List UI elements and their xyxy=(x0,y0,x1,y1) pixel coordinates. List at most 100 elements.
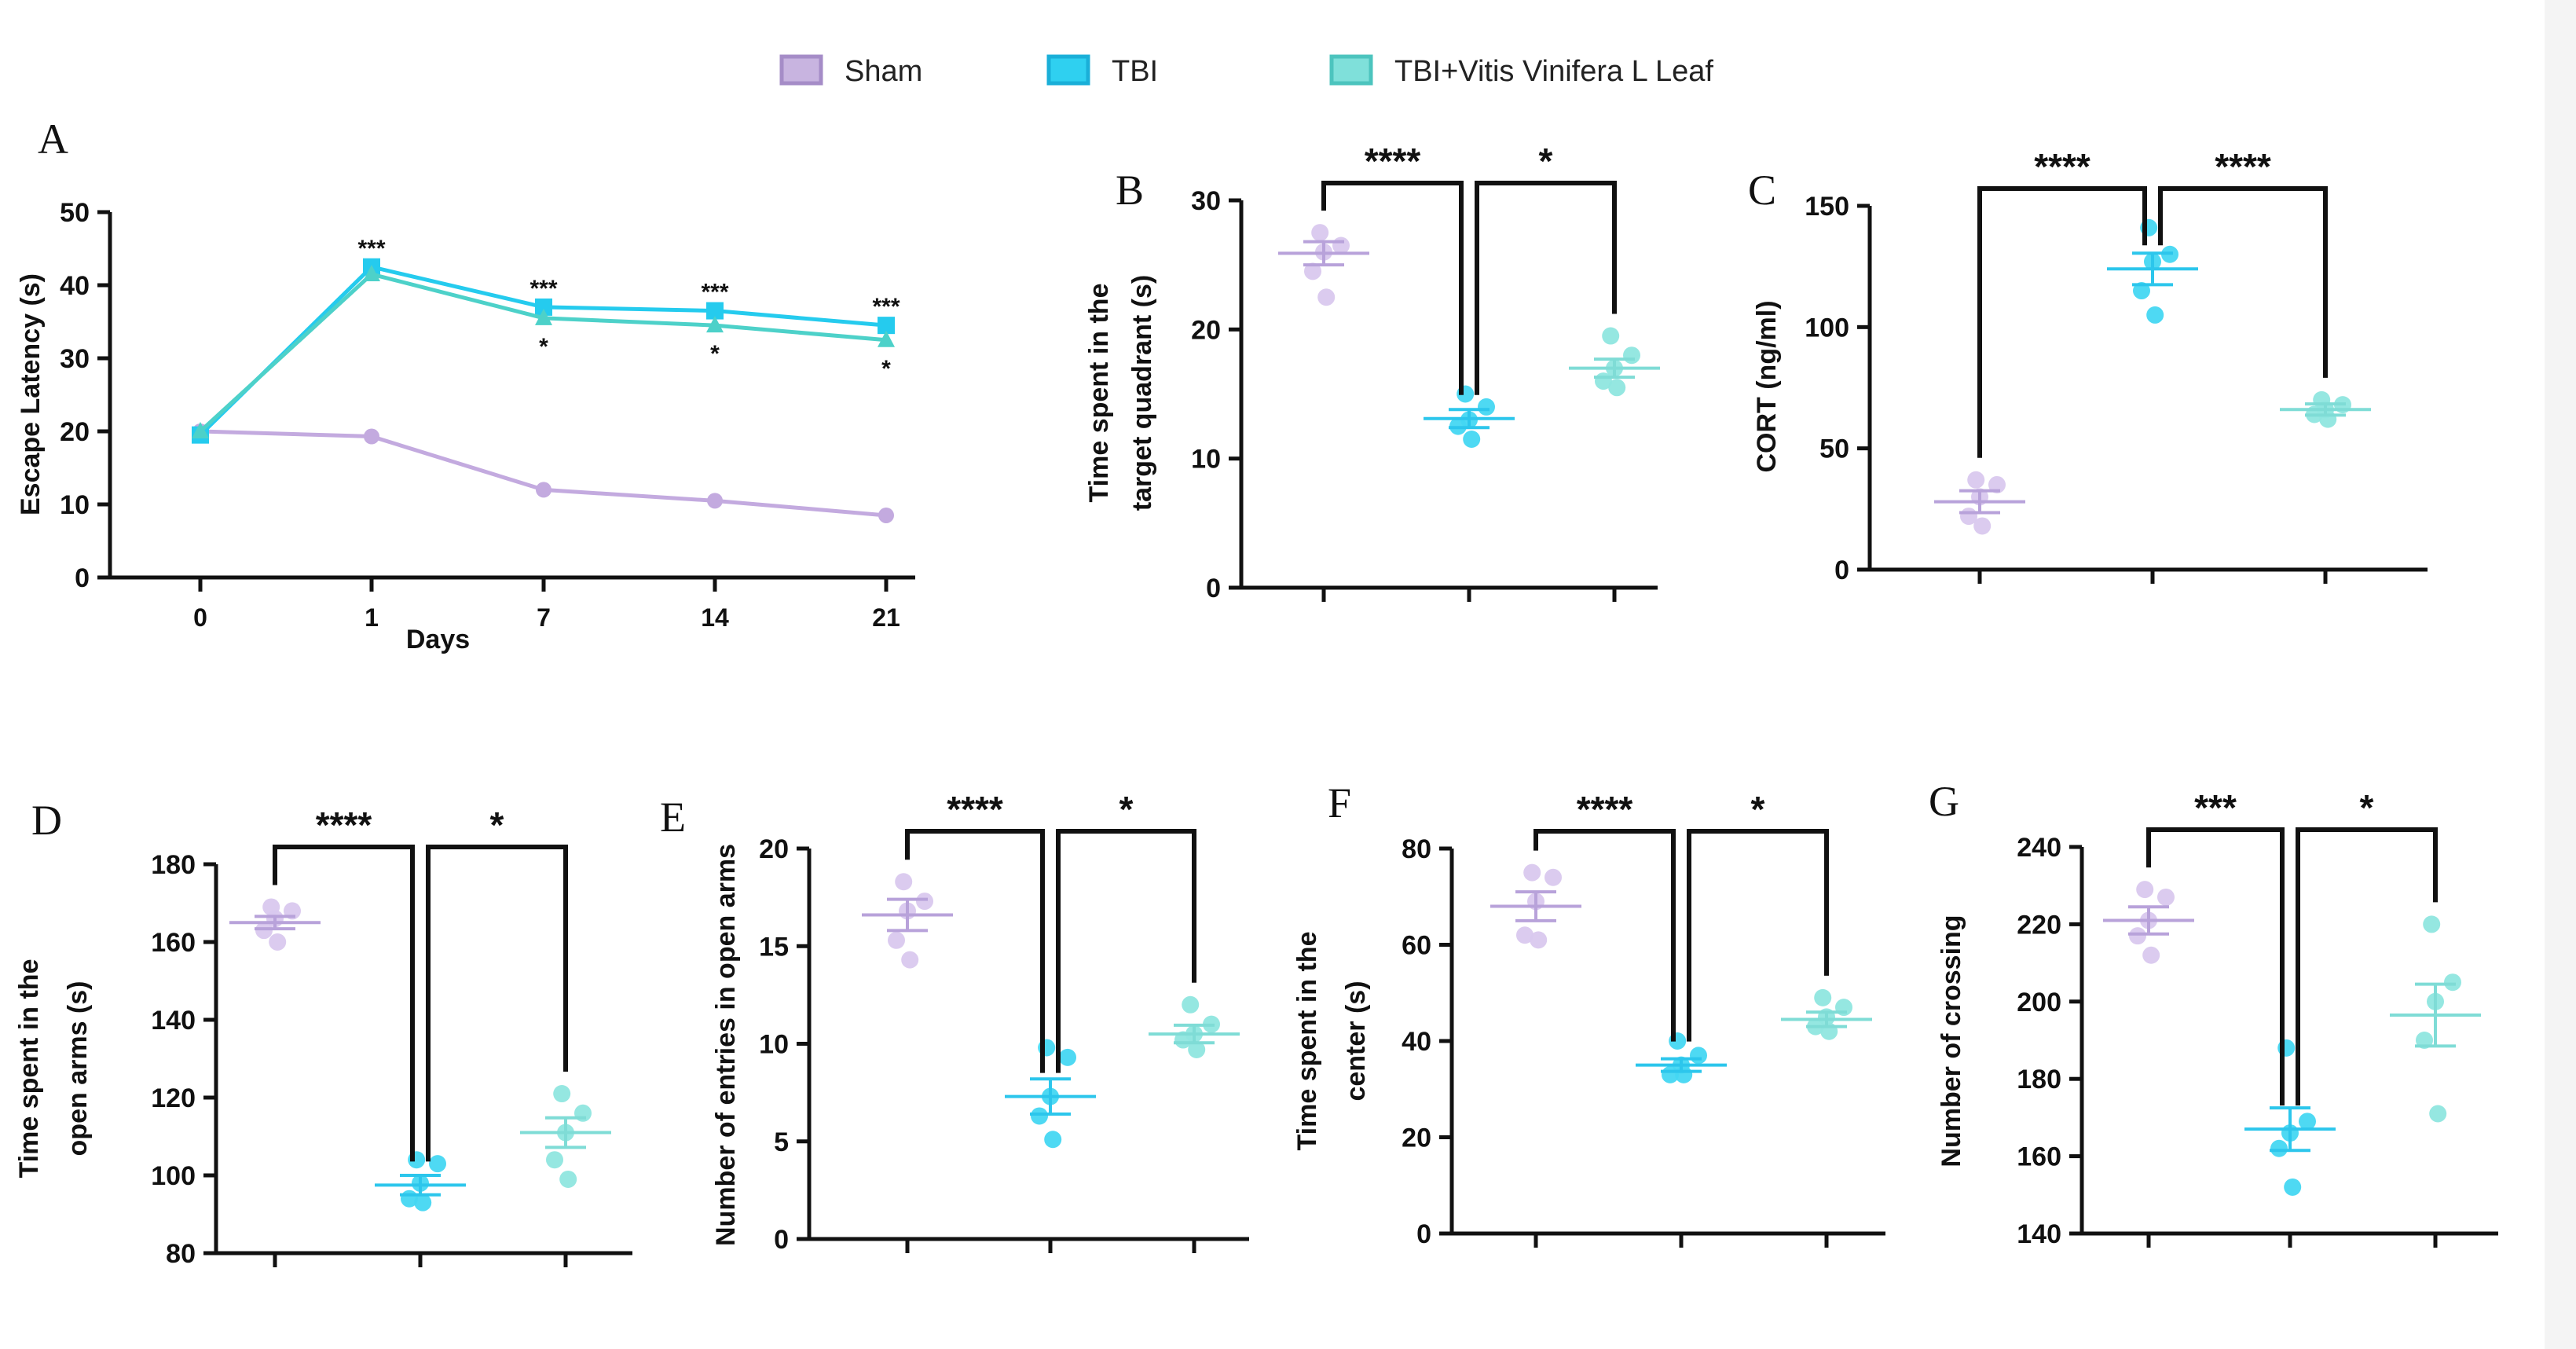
y-tick-label: 80 xyxy=(1402,834,1431,864)
x-axis-title: Days xyxy=(406,625,470,654)
y-tick-label: 10 xyxy=(60,490,90,520)
data-point xyxy=(1973,517,1992,535)
significance-label: **** xyxy=(1577,789,1633,830)
data-point xyxy=(895,873,913,891)
series-point xyxy=(878,507,894,523)
y-tick-label: 30 xyxy=(60,344,90,374)
y-tick-label: 100 xyxy=(151,1161,196,1191)
data-point xyxy=(269,933,287,951)
data-point xyxy=(1675,1065,1693,1083)
group-2 xyxy=(1569,327,1660,397)
y-axis-title: Time spent in the xyxy=(1084,284,1114,503)
y-tick-label: 20 xyxy=(1191,315,1221,345)
significance-bracket xyxy=(1056,829,1196,1073)
data-point xyxy=(559,1170,577,1188)
y-tick-label: 30 xyxy=(1191,186,1221,216)
series-point xyxy=(192,422,209,438)
data-point xyxy=(1814,988,1832,1006)
y-tick-label: 50 xyxy=(60,198,90,228)
group-1 xyxy=(2244,1039,2336,1196)
y-tick-label: 0 xyxy=(1206,574,1221,603)
data-point xyxy=(901,951,919,969)
significance-label: *** xyxy=(529,276,557,302)
data-point xyxy=(1311,224,1329,242)
data-point xyxy=(2423,915,2441,933)
significance-bracket xyxy=(905,829,1045,1073)
significance-label: **** xyxy=(2034,146,2090,187)
significance-bracket xyxy=(1321,181,1464,395)
y-tick-label: 20 xyxy=(60,417,90,447)
x-tick-label: 7 xyxy=(537,603,551,632)
y-tick-label: 20 xyxy=(1402,1124,1431,1153)
y-tick-label: 40 xyxy=(60,271,90,301)
data-point xyxy=(1623,346,1640,365)
y-tick-label: 0 xyxy=(1834,555,1849,585)
data-point xyxy=(1523,863,1541,882)
panel-letter-D: D xyxy=(31,797,62,844)
y-tick-label: 180 xyxy=(151,850,196,880)
y-axis-title: CORT (ng/ml) xyxy=(1752,300,1782,472)
significance-label: *** xyxy=(2194,787,2237,828)
series-point xyxy=(706,316,724,333)
y-tick-label: 180 xyxy=(2017,1065,2061,1094)
significance-label: **** xyxy=(947,789,1003,830)
data-point xyxy=(1031,1107,1048,1125)
data-point xyxy=(1463,431,1481,449)
x-tick-label: 21 xyxy=(872,603,900,632)
series-point xyxy=(535,308,552,325)
significance-label: * xyxy=(710,341,720,367)
significance-label: **** xyxy=(2215,146,2271,187)
group-0 xyxy=(862,873,953,969)
y-axis-title: center (s) xyxy=(1341,981,1371,1101)
significance-bracket xyxy=(1687,829,1829,1042)
panel-B: B 0 10 20 30 Time spent in the target quadrant… xyxy=(1084,141,1660,603)
data-point xyxy=(429,1155,446,1173)
panel-letter-F: F xyxy=(1328,779,1351,827)
data-point xyxy=(2319,410,2337,428)
group-2 xyxy=(1149,995,1240,1058)
y-tick-label: 220 xyxy=(2017,910,2061,940)
significance-bracket xyxy=(1534,829,1676,1042)
data-point xyxy=(1967,471,1985,489)
data-point xyxy=(2146,306,2164,324)
data-point xyxy=(1608,379,1626,397)
y-tick-label: 100 xyxy=(1805,313,1849,343)
y-tick-label: 140 xyxy=(2017,1219,2061,1249)
significance-label: * xyxy=(1751,789,1765,830)
panel-D: D 80 100 120 140 160 180 Time spent in the open … xyxy=(14,797,632,1269)
y-axis-title: Number of crossing xyxy=(1937,915,1966,1167)
group-1 xyxy=(1636,1032,1727,1083)
y-tick-label: 80 xyxy=(166,1239,196,1269)
data-point xyxy=(2284,1178,2302,1196)
data-point xyxy=(2299,1113,2316,1131)
panel-E: E 0 5 10 15 20 Number of entries in open arms *… xyxy=(660,789,1249,1255)
significance-bracket xyxy=(2296,827,2438,1106)
data-point xyxy=(1478,398,1495,416)
series-point xyxy=(535,298,552,316)
group-2 xyxy=(2280,390,2371,428)
data-point xyxy=(1545,868,1562,886)
group-2 xyxy=(1781,988,1872,1040)
series-point xyxy=(878,330,895,347)
y-tick-label: 160 xyxy=(151,928,196,958)
y-tick-label: 240 xyxy=(2017,833,2061,863)
x-tick-label: 0 xyxy=(193,603,207,632)
group-1 xyxy=(375,1151,466,1212)
panel-letter-B: B xyxy=(1116,167,1144,214)
x-tick-label: 1 xyxy=(365,603,379,632)
significance-bracket xyxy=(1977,186,2147,458)
y-tick-label: 200 xyxy=(2017,988,2061,1017)
panel-letter-G: G xyxy=(1929,778,1959,825)
significance-bracket xyxy=(1475,181,1617,395)
y-tick-label: 10 xyxy=(1191,445,1221,475)
y-tick-label: 140 xyxy=(151,1006,196,1036)
series-point xyxy=(878,317,895,335)
data-point xyxy=(1304,262,1321,280)
legend-label-0: Sham xyxy=(845,55,922,88)
data-point xyxy=(1602,327,1620,345)
group-0 xyxy=(1490,863,1581,949)
y-tick-label: 10 xyxy=(759,1030,789,1060)
y-axis-title: open arms (s) xyxy=(63,981,93,1157)
